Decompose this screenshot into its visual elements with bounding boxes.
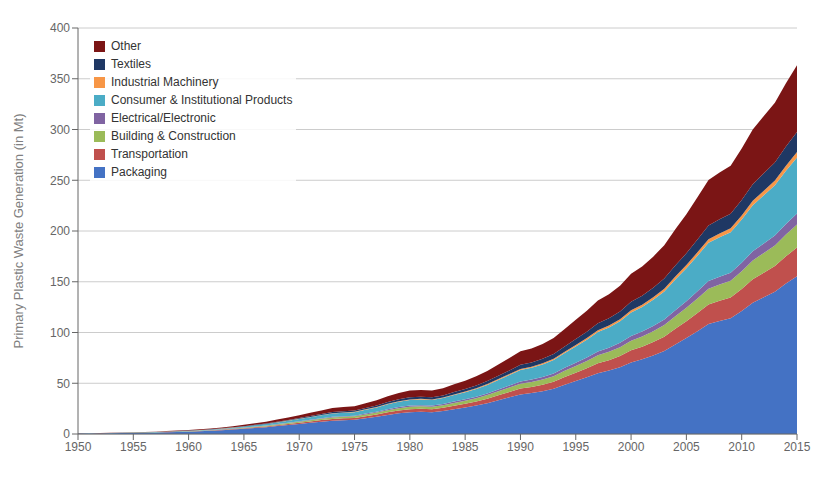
svg-text:350: 350 (50, 72, 70, 86)
svg-text:300: 300 (50, 123, 70, 137)
html-text:Consumer & Institutional Produ: Consumer & Institutional Products (111, 93, 293, 107)
html-text:Textiles: Textiles (111, 57, 151, 71)
html-text:Building & Construction: Building & Construction (111, 129, 236, 143)
svg-text:1960: 1960 (175, 440, 202, 454)
svg-text:Primary Plastic Waste Generati: Primary Plastic Waste Generation (in Mt) (11, 113, 26, 348)
svg-text:2000: 2000 (618, 440, 645, 454)
svg-text:1950: 1950 (65, 440, 92, 454)
html-text:Other: Other (111, 39, 141, 53)
html-text:Packaging: Packaging (111, 165, 167, 179)
svg-text:1990: 1990 (507, 440, 534, 454)
html-text:Electrical/Electronic: Electrical/Electronic (111, 111, 216, 125)
svg-text:1975: 1975 (341, 440, 368, 454)
svg-text:1985: 1985 (452, 440, 479, 454)
svg-text:150: 150 (50, 275, 70, 289)
svg-text:1965: 1965 (231, 440, 258, 454)
svg-text:1955: 1955 (120, 440, 147, 454)
svg-text:400: 400 (50, 21, 70, 35)
svg-text:2005: 2005 (673, 440, 700, 454)
svg-text:250: 250 (50, 174, 70, 188)
html-text:Transportation: Transportation (111, 147, 188, 161)
svg-text:100: 100 (50, 326, 70, 340)
svg-text:200: 200 (50, 224, 70, 238)
svg-text:1995: 1995 (562, 440, 589, 454)
svg-text:1970: 1970 (286, 440, 313, 454)
svg-text:1980: 1980 (396, 440, 423, 454)
html-text:Industrial Machinery: Industrial Machinery (111, 75, 219, 89)
svg-text:2015: 2015 (784, 440, 811, 454)
svg-text:50: 50 (57, 377, 71, 391)
svg-text:0: 0 (63, 427, 70, 441)
svg-text:2010: 2010 (728, 440, 755, 454)
